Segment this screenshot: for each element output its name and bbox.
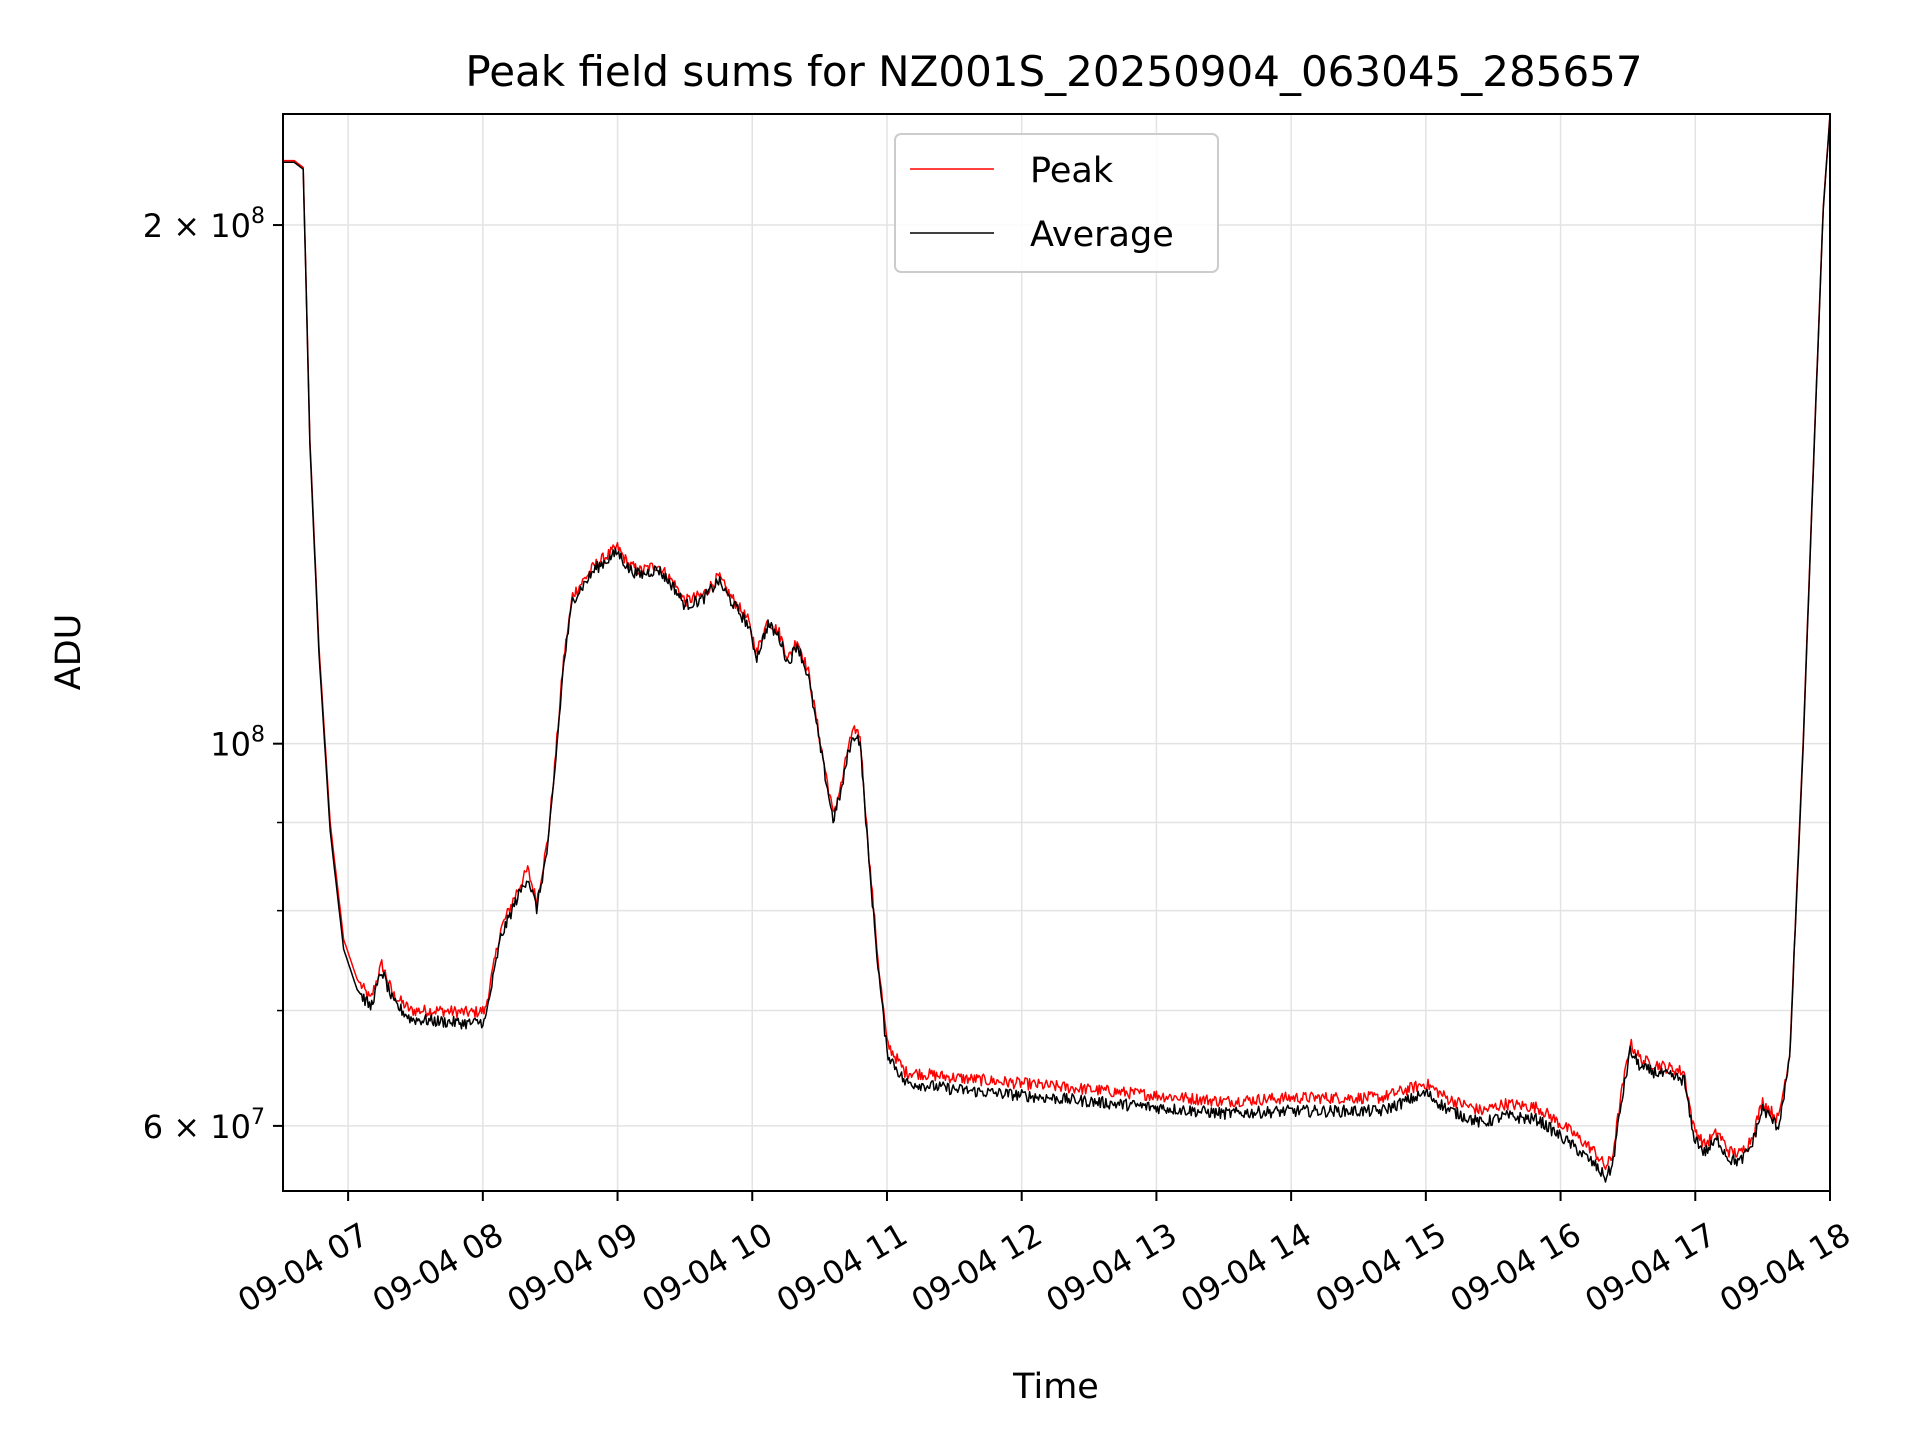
y-tick-label: 108	[210, 723, 265, 764]
grid	[283, 114, 1831, 1191]
series-line-average	[283, 115, 1831, 1183]
x-axis-title: Time	[1012, 1367, 1099, 1407]
y-axis: 2 × 108 108 6 × 107	[143, 204, 283, 1146]
series-line-peak	[283, 113, 1831, 1171]
legend-peak-label: Peak	[1030, 151, 1114, 191]
plot-area	[283, 113, 1831, 1183]
y-tick-label: 6 × 107	[143, 1105, 265, 1146]
axes-frame	[282, 113, 1831, 1192]
y-axis-title: ADU	[49, 614, 89, 691]
legend: Peak Average	[894, 133, 1219, 273]
chart-title: Peak field sums for NZ001S_20250904_0630…	[465, 47, 1642, 96]
legend-average-label: Average	[1030, 215, 1174, 255]
y-tick-label: 2 × 108	[143, 204, 265, 245]
